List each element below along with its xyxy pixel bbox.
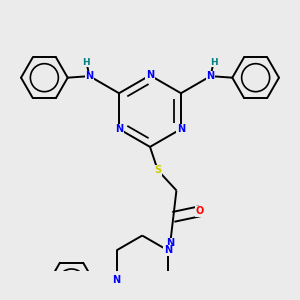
Text: N: N (115, 124, 123, 134)
Text: N: N (85, 71, 94, 81)
Text: N: N (112, 275, 121, 285)
Text: N: N (206, 71, 214, 81)
Text: S: S (154, 165, 161, 175)
Text: H: H (210, 58, 218, 67)
Text: N: N (146, 70, 154, 80)
Text: O: O (196, 206, 204, 216)
Text: N: N (177, 124, 185, 134)
Text: N: N (166, 238, 174, 248)
Text: H: H (82, 58, 90, 67)
Text: N: N (164, 245, 172, 255)
